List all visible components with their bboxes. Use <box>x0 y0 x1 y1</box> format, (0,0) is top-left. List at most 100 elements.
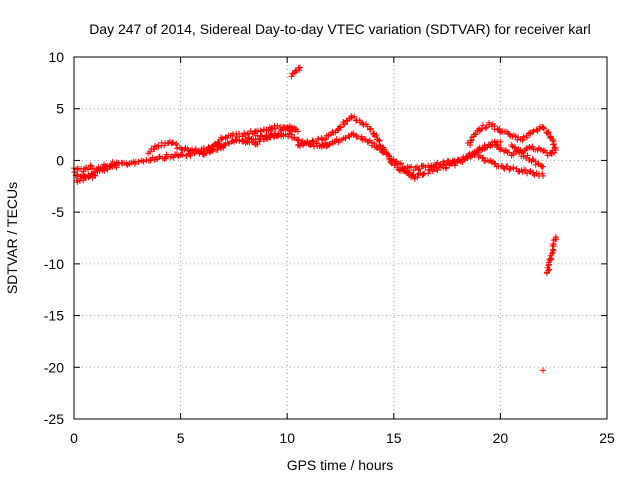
data-point <box>524 152 531 159</box>
data-point <box>291 124 298 131</box>
chart-title: Day 247 of 2014, Sidereal Day-to-day VTE… <box>89 21 591 37</box>
data-point <box>543 270 550 277</box>
data-point <box>85 173 92 180</box>
data-point <box>85 166 92 173</box>
data-point <box>343 117 350 124</box>
data-point <box>530 170 537 177</box>
data-point <box>492 160 499 167</box>
data-point <box>99 164 106 171</box>
data-point <box>494 142 501 149</box>
y-tick-label: -25 <box>44 411 64 427</box>
data-point <box>239 133 246 140</box>
data-point <box>333 136 340 143</box>
data-point <box>325 142 332 149</box>
data-point <box>552 233 559 240</box>
data-points <box>70 64 560 374</box>
x-tick-label: 0 <box>70 430 78 446</box>
data-point <box>471 152 478 159</box>
data-point <box>283 124 290 131</box>
data-point <box>503 148 510 155</box>
grid-lines <box>74 57 607 419</box>
data-point <box>540 367 547 374</box>
data-point <box>296 67 303 74</box>
x-tick-label: 15 <box>386 430 402 446</box>
data-point <box>522 166 529 173</box>
data-point <box>461 156 468 163</box>
data-point <box>323 143 330 150</box>
data-point <box>442 164 449 171</box>
y-tick-label: -5 <box>52 204 65 220</box>
data-point <box>201 150 208 157</box>
data-point <box>406 164 413 171</box>
data-point <box>140 158 147 165</box>
x-tick-label: 5 <box>177 430 185 446</box>
data-point <box>524 170 531 177</box>
data-point <box>315 136 322 143</box>
data-point <box>479 122 486 129</box>
data-point <box>107 162 114 169</box>
data-point <box>236 130 243 137</box>
axis-ticks: 0 5 10 15 20 25 -25 -20 -15 -10 -5 0 5 10 <box>44 49 615 446</box>
data-point <box>306 140 313 147</box>
data-point <box>268 125 275 132</box>
data-point <box>257 127 264 134</box>
data-point <box>348 113 355 120</box>
data-point <box>519 137 526 144</box>
data-point <box>414 174 421 181</box>
data-point <box>411 175 418 182</box>
data-point <box>478 126 485 133</box>
data-point <box>420 171 427 178</box>
data-point <box>480 154 487 161</box>
data-point <box>353 117 360 124</box>
data-point <box>80 168 87 175</box>
y-tick-label: -15 <box>44 308 64 324</box>
data-point <box>540 163 547 170</box>
data-point <box>174 145 181 152</box>
data-point <box>305 140 312 147</box>
data-point <box>309 137 316 144</box>
y-tick-label: 10 <box>48 49 64 65</box>
data-point <box>274 122 281 129</box>
data-point <box>215 142 222 149</box>
data-point <box>292 126 299 133</box>
data-point <box>173 140 180 147</box>
y-tick-label: -20 <box>44 359 64 375</box>
x-tick-label: 20 <box>493 430 509 446</box>
y-tick-label: 5 <box>56 101 64 117</box>
data-point <box>545 267 552 274</box>
data-point <box>512 133 519 140</box>
data-point <box>548 255 555 262</box>
data-point <box>269 126 276 133</box>
data-point <box>113 159 120 166</box>
data-point <box>224 139 231 146</box>
data-point <box>515 147 522 154</box>
data-point <box>243 138 250 145</box>
data-point <box>488 159 495 166</box>
data-point <box>540 124 547 131</box>
data-point <box>475 147 482 154</box>
data-point <box>147 157 154 164</box>
data-point <box>351 113 358 120</box>
data-point <box>482 125 489 132</box>
data-point <box>358 133 365 140</box>
data-point <box>370 140 377 147</box>
data-point <box>497 146 504 153</box>
data-point <box>511 144 518 151</box>
data-point <box>401 167 408 174</box>
data-point <box>178 151 185 158</box>
data-point <box>434 167 441 174</box>
data-point <box>155 143 162 150</box>
data-point <box>272 125 279 132</box>
data-point <box>467 137 474 144</box>
data-point <box>504 163 511 170</box>
data-point <box>373 132 380 139</box>
data-point <box>530 127 537 134</box>
data-point <box>300 142 307 149</box>
data-point <box>545 129 552 136</box>
data-point <box>76 177 83 184</box>
data-point <box>296 64 303 71</box>
data-point <box>506 149 513 156</box>
data-point <box>529 129 536 136</box>
data-point <box>146 148 153 155</box>
